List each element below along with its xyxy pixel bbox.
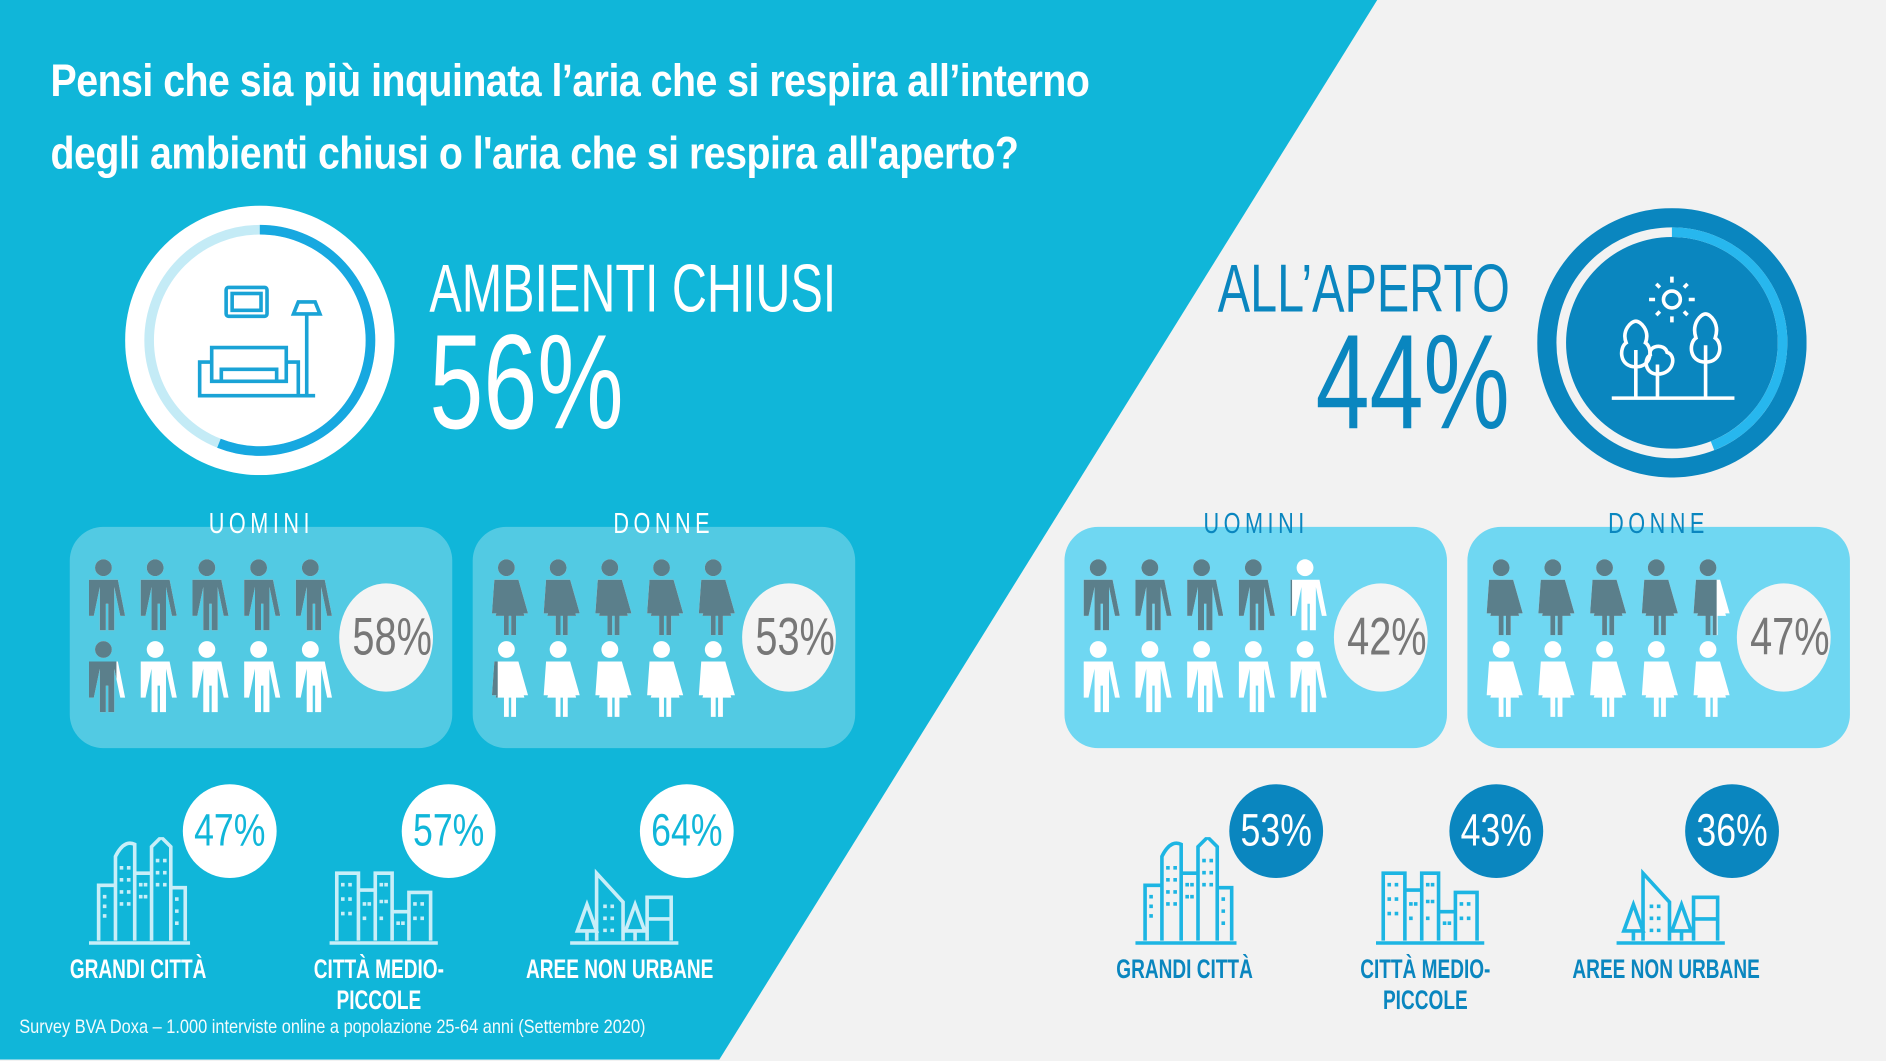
indoor-arc — [144, 224, 376, 456]
man-icon — [140, 559, 177, 631]
woman-icon — [543, 559, 580, 636]
area-label: GRANDI CITTÀ — [1116, 953, 1254, 984]
area-percent-bubble: 47% — [182, 784, 277, 879]
man-icon — [192, 559, 229, 631]
percent-bubble: 42% — [1333, 583, 1428, 692]
man-icon — [140, 641, 177, 713]
percent-bubble: 47% — [1736, 583, 1831, 692]
area-label: GRANDI CITTÀ — [70, 953, 207, 984]
man-icon — [295, 559, 332, 631]
outdoor-donut — [1537, 208, 1807, 478]
area-percent-bubble: 53% — [1229, 784, 1324, 879]
man-icon — [1083, 559, 1120, 631]
area-label: AREE NON URBANE — [525, 953, 714, 984]
outdoor-percent: 44% — [1315, 306, 1510, 458]
man-icon — [192, 641, 229, 713]
outdoor-label: ALL’APERTO — [1217, 250, 1510, 326]
woman-icon — [1486, 641, 1523, 717]
woman-icon — [1590, 641, 1627, 717]
woman-icon — [1693, 641, 1730, 717]
woman-icon — [698, 559, 735, 636]
woman-icon — [698, 641, 735, 717]
man-icon — [1135, 641, 1172, 713]
indoor-percent: 56% — [429, 306, 624, 458]
man-icon — [1290, 641, 1327, 713]
man-icon — [1187, 641, 1224, 713]
outdoor-block: ALL’APERTO 44% — [1104, 250, 1510, 458]
man-icon — [1238, 559, 1275, 631]
indoor-women-panel: DONNE 53% — [472, 508, 856, 749]
area-label: CITTÀ MEDIO-PICCOLE — [313, 953, 444, 1016]
women-figures — [491, 559, 735, 717]
rural-area-icon — [565, 837, 680, 954]
woman-icon — [1538, 559, 1575, 636]
woman-icon — [543, 641, 580, 717]
trees-sun-icon — [1611, 276, 1735, 400]
woman-icon — [1538, 641, 1575, 717]
percent-bubble: 53% — [742, 583, 836, 692]
big-city-icon — [84, 834, 199, 954]
outdoor-arc — [1556, 227, 1788, 459]
woman-icon — [595, 559, 632, 636]
area-percent-bubble: 64% — [639, 784, 734, 879]
woman-icon — [1486, 559, 1523, 636]
indoor-block: AMBIENTI CHIUSI 56% — [429, 250, 994, 458]
outdoor-men-panel: UOMINI 42% — [1064, 508, 1447, 749]
big-city-icon — [1131, 834, 1246, 954]
man-icon — [1135, 559, 1172, 631]
area-percent-bubble: 36% — [1685, 784, 1779, 879]
man-icon — [1187, 559, 1224, 631]
woman-icon — [1641, 641, 1678, 717]
woman-icon — [1641, 559, 1678, 636]
percent-bubble: 58% — [339, 583, 434, 692]
man-icon — [89, 559, 126, 631]
indoor-donut — [125, 205, 395, 476]
rural-area-icon — [1612, 837, 1727, 954]
women-figures — [1486, 559, 1730, 717]
woman-icon — [595, 641, 632, 717]
man-icon — [295, 641, 332, 713]
area-percent-bubble: 57% — [401, 784, 496, 879]
sofa-lamp-icon — [197, 285, 323, 398]
man-icon — [1238, 641, 1275, 713]
man-icon — [1290, 559, 1327, 631]
question-title: Pensi che sia più inquinata l’aria che s… — [50, 56, 1090, 180]
man-icon — [244, 559, 281, 631]
indoor-label: AMBIENTI CHIUSI — [429, 250, 837, 326]
woman-icon — [491, 559, 529, 636]
source-footer: Survey BVA Doxa – 1.000 interviste onlin… — [19, 1017, 646, 1039]
men-figures — [89, 559, 332, 713]
indoor-men-panel: UOMINI 58% — [69, 508, 453, 749]
area-percent-bubble: 43% — [1449, 784, 1544, 879]
outdoor-women-panel: DONNE 47% — [1467, 508, 1850, 749]
woman-icon — [647, 641, 684, 717]
men-figures — [1083, 559, 1327, 713]
man-icon — [89, 641, 126, 713]
woman-icon — [1693, 559, 1730, 636]
area-label: AREE NON URBANE — [1572, 953, 1760, 984]
medium-city-icon — [325, 837, 440, 954]
man-icon — [244, 641, 281, 713]
area-label: CITTÀ MEDIO-PICCOLE — [1360, 953, 1491, 1016]
woman-icon — [647, 559, 684, 636]
woman-icon — [491, 641, 529, 717]
woman-icon — [1590, 559, 1627, 636]
medium-city-icon — [1371, 837, 1486, 954]
man-icon — [1083, 641, 1120, 713]
